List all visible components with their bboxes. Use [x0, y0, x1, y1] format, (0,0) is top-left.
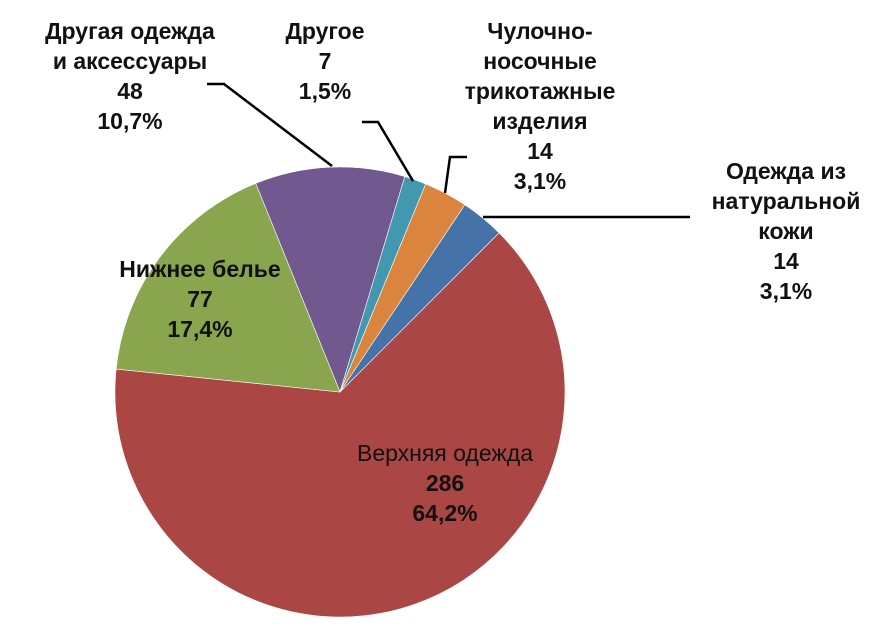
leader-line-hosiery: [443, 155, 467, 194]
label-value: 48: [117, 78, 143, 104]
label-name: Одежда из: [725, 158, 847, 184]
label-percent: 1,5%: [298, 78, 352, 104]
label-name: и аксессуары: [52, 48, 208, 74]
label-percent: 3,1%: [759, 278, 813, 304]
label-leather: Одежда из натуральной кожи 14 3,1%: [696, 156, 876, 306]
label-underwear: Нижнее белье 77 17,4%: [95, 254, 305, 344]
label-percent: 64,2%: [412, 500, 478, 526]
label-value: 7: [318, 48, 332, 74]
pie-slice-other-clothing: [255, 166, 406, 393]
leader-line-other-clothing: [207, 82, 333, 167]
label-name: изделия: [492, 108, 588, 134]
label-name: Другое: [285, 18, 365, 44]
label-other-clothing: Другая одежда и аксессуары 48 10,7%: [10, 16, 250, 136]
label-percent: 10,7%: [97, 108, 163, 134]
label-outerwear: Верхняя одежда 286 64,2%: [330, 438, 560, 528]
leader-line-other: [362, 120, 415, 182]
label-name: носочные: [483, 48, 597, 74]
leader-lines: [207, 82, 690, 219]
label-percent: 3,1%: [513, 168, 567, 194]
pie-slice-underwear: [115, 182, 341, 393]
label-hosiery: Чулочно- носочные трикотажные изделия 14…: [450, 16, 630, 196]
label-value: 14: [773, 248, 799, 274]
label-percent: 17,4%: [167, 316, 233, 342]
label-name: Нижнее белье: [119, 256, 281, 282]
label-name: Верхняя одежда: [356, 440, 533, 466]
label-value: 14: [527, 138, 553, 164]
label-name: трикотажные: [464, 78, 616, 104]
label-value: 286: [425, 470, 465, 496]
pie-slices: [114, 166, 566, 618]
label-value: 77: [187, 286, 213, 312]
label-other: Другое 7 1,5%: [265, 16, 385, 106]
label-name: кожи: [758, 218, 814, 244]
label-name: Чулочно-: [487, 18, 593, 44]
label-name: натуральной: [711, 188, 861, 214]
pie-slice-outerwear: [114, 232, 566, 618]
label-name: Другая одежда: [45, 18, 215, 44]
